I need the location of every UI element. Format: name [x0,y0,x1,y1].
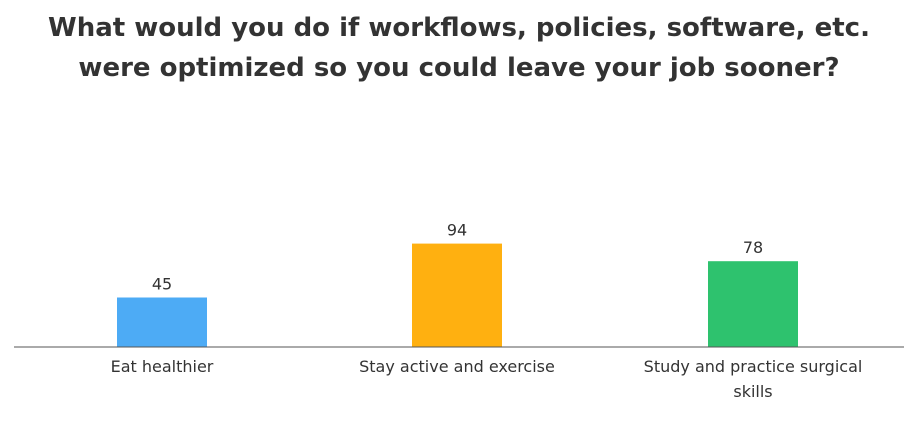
category-label-study-and-practice-surgical-skills: Study and practice surgical skills [644,357,863,401]
value-labels-group: 45 94 78 [152,221,763,294]
chart-title: What would you do if workflows, policies… [48,13,870,83]
bars-group [117,243,798,347]
bar-eat-healthier [117,297,207,347]
category-labels-group: Eat healthier Stay active and exercise Stu… [111,357,863,401]
value-label-study-and-practice-surgical-skills: 78 [743,238,763,257]
category-label-eat-healthier: Eat healthier [111,357,214,376]
value-label-stay-active-and-exercise: 94 [447,221,467,240]
bar-stay-active-and-exercise [412,243,502,347]
category-label-stay-active-and-exercise: Stay active and exercise [359,357,555,376]
value-label-eat-healthier: 45 [152,275,172,294]
bar-study-and-practice-surgical-skills [708,261,798,347]
